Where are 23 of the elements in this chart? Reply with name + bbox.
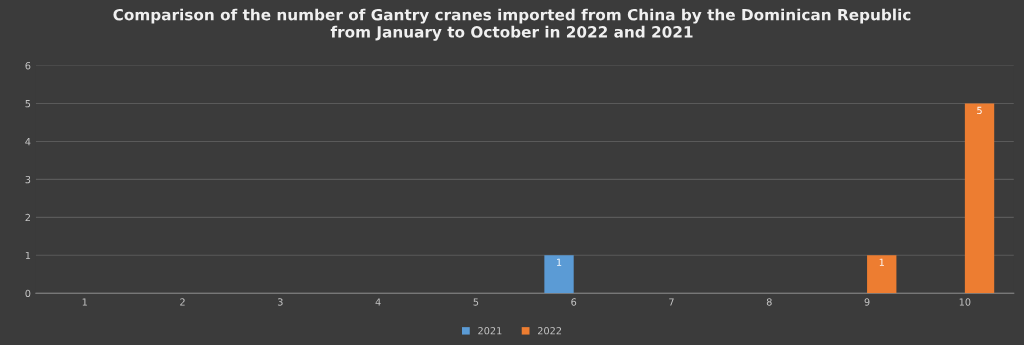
x-tick-label: 7	[669, 298, 674, 306]
x-tick-label: 8	[766, 298, 772, 306]
data-label: 1	[557, 258, 562, 266]
y-tick-label: 1	[25, 251, 31, 259]
y-tick-label: 0	[25, 289, 31, 298]
legend-label: 2021	[478, 327, 502, 335]
chart-title: Comparison of the number of Gantry cranes imported from China by the Dominican Republic from January to October in 2022 and 2021	[113, 8, 911, 41]
x-tick-label: 1	[82, 298, 87, 306]
x-tick-label: 10	[959, 298, 971, 306]
x-tick-label: 6	[571, 298, 577, 306]
data-label: 5	[977, 106, 982, 115]
x-tick-label: 2	[180, 298, 185, 306]
x-tick-label: 4	[375, 298, 381, 306]
y-tick-label: 2	[25, 213, 31, 222]
x-tick-label: 3	[277, 298, 283, 306]
data-label: 1	[879, 258, 884, 266]
y-tick-label: 4	[25, 138, 31, 146]
legend-label: 2022	[537, 327, 562, 335]
y-tick-label: 6	[25, 62, 31, 70]
x-tick-label: 5	[473, 298, 479, 306]
y-tick-label: 5	[25, 100, 31, 108]
x-tick-label: 9	[864, 298, 870, 306]
y-tick-label: 3	[25, 175, 31, 184]
